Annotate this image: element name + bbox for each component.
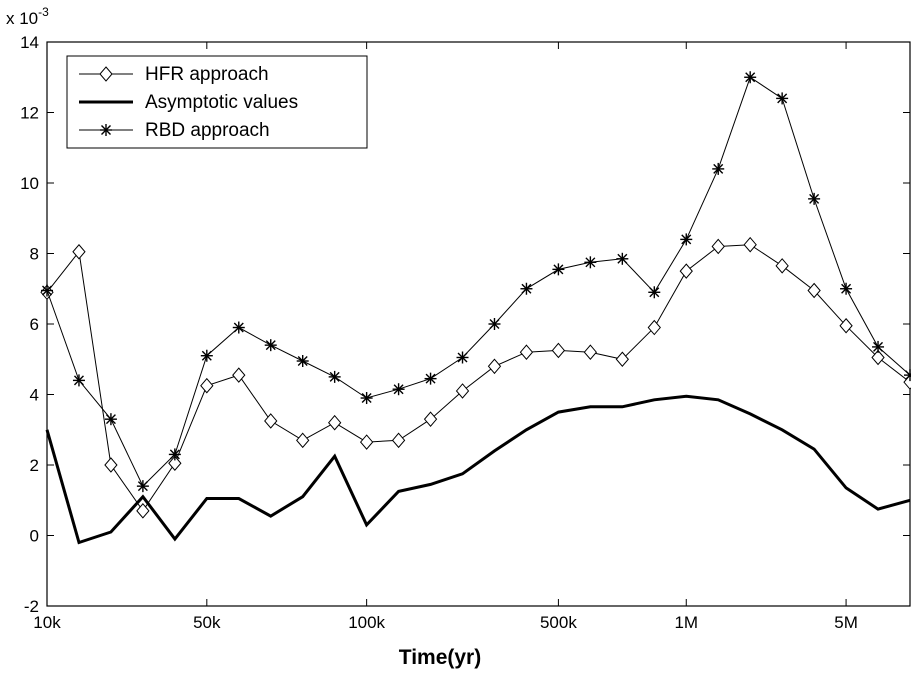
data-point-star [72,374,85,387]
data-point-diamond [168,455,182,472]
data-point-diamond [200,377,214,394]
data-point-star [264,339,277,352]
y-tick-label: 12 [20,104,39,123]
data-point-diamond [487,358,502,375]
legend: HFR approach Asymptotic values RBD appro… [66,55,368,149]
data-point-star [41,284,53,297]
y-multiplier-exponent: -3 [38,5,49,19]
y-multiplier: x 10-3 [6,5,49,28]
data-point-diamond [615,351,629,368]
x-tick-label: 5M [834,613,858,632]
data-point-diamond [519,344,534,360]
data-point-diamond [807,282,821,299]
x-axis: 10k 50k 100k 500k 1M 5M [33,42,858,632]
series-rbd-approach [41,71,911,493]
data-point-star [200,349,213,362]
x-tick-label: 100k [348,613,385,632]
data-point-star [712,162,725,175]
y-tick-label: 6 [30,315,39,334]
data-point-star [744,71,757,84]
data-point-star [584,256,597,269]
data-point-star [296,355,309,368]
y-tick-label: 8 [30,245,39,264]
y-tick-label: 10 [20,174,39,193]
data-point-star [648,286,661,299]
data-point-diamond [839,317,853,334]
data-point-diamond [743,236,757,253]
x-tick-label: 500k [540,613,577,632]
data-point-star [552,263,565,276]
data-point-star [840,282,853,295]
data-point-diamond [264,413,278,429]
y-axis: -2 0 2 4 6 8 10 12 14 [20,33,910,616]
legend-entry-rbd: RBD approach [79,120,270,141]
legend-diamond-marker [99,66,113,82]
data-point-diamond [551,342,566,359]
y-tick-label: 4 [30,386,39,405]
data-point-diamond [679,263,693,279]
data-point-diamond [328,414,342,431]
y-tick-label: 14 [20,33,39,52]
data-point-star [104,413,117,426]
data-point-diamond [359,434,374,450]
data-point-diamond [455,383,470,399]
data-point-diamond [391,432,406,449]
data-point-diamond [72,243,86,260]
data-point-star [424,372,437,385]
data-point-star [808,192,821,205]
legend-label-rbd: RBD approach [145,120,270,141]
data-point-star [680,233,693,246]
data-point-diamond [583,344,598,360]
data-point-diamond [711,238,725,255]
data-point-star [168,448,181,461]
data-point-star [136,480,149,493]
legend-star-marker [100,124,112,136]
legend-label-hfr: HFR approach [145,64,269,85]
series-hfr-approach [40,236,911,519]
data-point-star [616,252,629,265]
data-point-diamond [104,457,118,473]
data-point-star [392,383,405,396]
y-multiplier-base: x 10 [6,9,38,28]
data-point-diamond [423,411,438,427]
data-point-star [520,282,533,295]
x-tick-label: 1M [674,613,698,632]
data-point-star [328,370,341,383]
y-tick-label: -2 [24,597,39,616]
data-point-star [776,92,789,105]
series-line [46,76,911,487]
data-point-diamond [871,349,885,366]
legend-label-asymptotic: Asymptotic values [145,92,298,113]
data-point-diamond [136,503,150,519]
legend-entry-hfr: HFR approach [79,64,269,85]
series-line [45,394,911,545]
y-tick-label: 2 [30,456,39,475]
series-line [46,244,911,512]
data-point-diamond [232,367,246,383]
data-point-star [904,369,911,382]
legend-entry-asymptotic: Asymptotic values [79,92,298,113]
x-tick-label: 10k [33,613,61,632]
series-layer [40,71,911,545]
data-point-star [456,351,469,364]
data-point-star [488,318,501,330]
data-point-diamond [296,432,310,449]
data-point-star [232,321,245,334]
data-point-star [360,392,373,405]
x-axis-label: Time(yr) [399,646,481,669]
x-tick-label: 50k [193,613,221,632]
data-point-star [872,340,885,353]
data-point-diamond [775,258,789,274]
y-tick-label: 0 [30,527,39,546]
series-asymptotic-values [45,394,911,545]
data-point-diamond [647,319,661,336]
